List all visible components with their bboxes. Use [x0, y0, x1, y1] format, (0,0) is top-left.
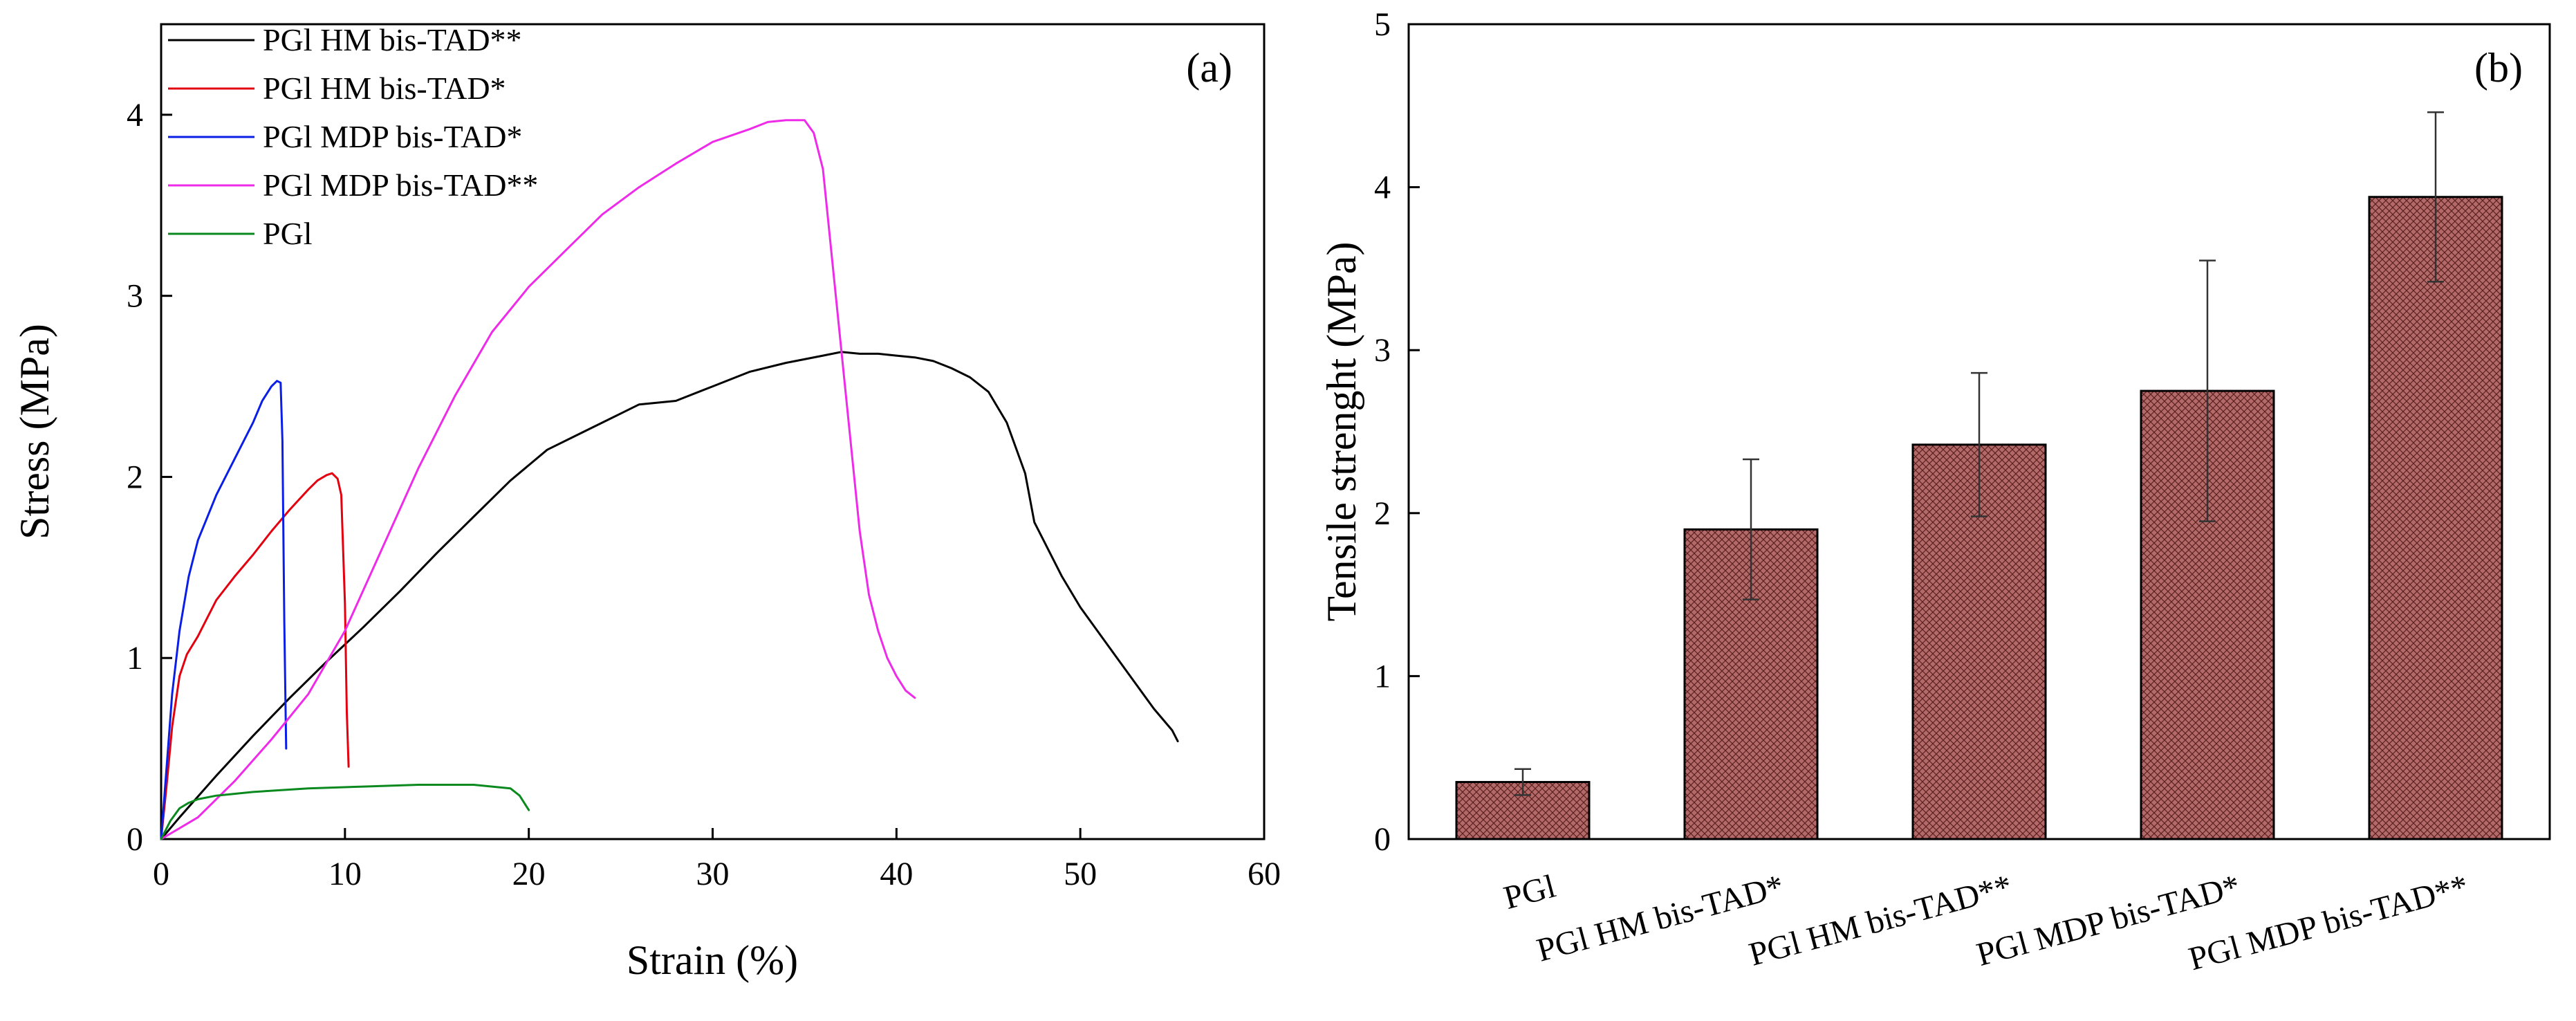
series-line-pgl-mdp-bis-tad	[160, 119, 916, 840]
error-bar	[1514, 768, 1531, 796]
x-tick-label: 20	[512, 856, 546, 892]
y-tick-label: 4	[1374, 169, 1391, 206]
y-tick-label: 2	[127, 459, 143, 495]
legend: PGl HM bis-TAD** PGl HM bis-TAD* PGl MDP b…	[168, 22, 538, 251]
y-tick-label: 1	[127, 640, 143, 677]
category-label: PGl HM bis-TAD**	[1745, 867, 2016, 973]
bars	[1455, 111, 2503, 840]
legend-entry: PGl	[168, 216, 313, 251]
x-tick-label: 60	[1248, 856, 1281, 892]
error-bar	[1971, 371, 1987, 517]
series-line-pgl-hm-bis-tad	[160, 472, 350, 840]
y-axis-label: Tensile strenght (MPa)	[1319, 241, 1364, 621]
legend-label: PGl	[263, 216, 313, 251]
series-line-pgl-mdp-bis-tad	[160, 380, 288, 840]
y-axis-label: Stress (MPa)	[12, 324, 57, 540]
y-tick-label: 0	[1374, 821, 1391, 858]
x-tick-label: 30	[696, 856, 730, 892]
x-tick-label: 0	[153, 856, 169, 892]
series-line-pgl-hm-bis-tad	[160, 351, 1179, 840]
error-bar	[1743, 458, 1759, 600]
x-axis-label: Strain (%)	[627, 937, 798, 983]
x-tick-label: 40	[880, 856, 913, 892]
axis-ticks: 0 1 2 3 4 5	[1374, 6, 1420, 858]
axis-ticks: 0 10 20 30 40 50 60 0 1 2 3 4	[127, 97, 1281, 892]
series-line-pgl	[160, 784, 530, 840]
y-tick-label: 0	[127, 821, 143, 858]
y-tick-label: 3	[127, 278, 143, 315]
panel-label-b: (b)	[2474, 45, 2523, 91]
error-bar	[2199, 259, 2216, 522]
legend-entry: PGl MDP bis-TAD*	[168, 119, 522, 154]
legend-label: PGl HM bis-TAD**	[263, 22, 522, 57]
x-tick-label: 50	[1064, 856, 1097, 892]
bar	[2368, 196, 2503, 840]
legend-entry: PGl MDP bis-TAD**	[168, 167, 538, 203]
legend-entry: PGl HM bis-TAD**	[168, 22, 522, 57]
y-tick-label: 1	[1374, 658, 1391, 695]
legend-label: PGl MDP bis-TAD**	[263, 167, 538, 203]
error-bar	[2427, 111, 2444, 283]
y-tick-label: 3	[1374, 332, 1391, 369]
category-label: PGl	[1500, 867, 1559, 917]
y-tick-label: 2	[1374, 495, 1391, 532]
legend-label: PGl MDP bis-TAD*	[263, 119, 522, 154]
y-tick-label: 4	[127, 97, 143, 134]
x-tick-label: 10	[328, 856, 362, 892]
y-tick-label: 5	[1374, 6, 1391, 43]
series-curves	[160, 119, 1179, 840]
legend-entry: PGl HM bis-TAD*	[168, 71, 506, 106]
panel-label-a: (a)	[1186, 45, 1232, 91]
legend-label: PGl HM bis-TAD*	[263, 71, 506, 106]
